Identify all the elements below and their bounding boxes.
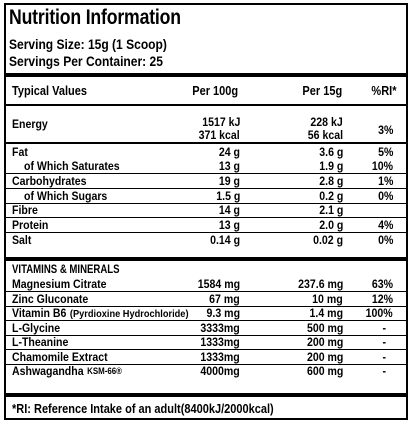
vitamins-heading: VITAMINS & MINERALS [12,262,120,276]
vitamin-name: Ashwagandha KSM-66® [12,364,122,378]
vitamin-name: Vitamin B6 (Pyrdioxine Hydrochloride) [12,306,189,321]
nutrient-per-100g: 19 g [218,174,240,188]
vitamin-row-rule [4,335,408,336]
nutrient-per-15g: 3.6 g [318,145,343,159]
vitamin-name: L-Theanine [12,335,68,349]
nutrient-per-100g: 1.5 g [215,189,240,203]
vitamin-ri: - [382,350,386,364]
nutrition-panel [4,3,408,420]
energy-kj-per-15g: 228 kJ [310,115,343,129]
header-bottom-rule [4,104,408,106]
vitamin-per-15g: 237.6 mg [297,277,343,291]
vitamin-name: Magnesium Citrate [12,277,106,291]
vitamin-ri: 100% [365,306,393,320]
energy-kcal-per-100g: 371 kcal [198,128,240,142]
nutrient-name: Salt [12,233,32,247]
energy-ri: 3% [377,123,393,137]
vitamin-name-extra: (Pyrdioxine Hydrochloride) [69,308,189,320]
nutrient-row-rule [4,173,408,174]
vitamin-per-15g: 600 mg [306,364,343,378]
footnote-rule [4,393,408,397]
vitamin-per-15g: 200 mg [306,350,343,364]
header-typical-values: Typical Values [12,84,88,98]
vitamin-ri: 12% [371,292,393,306]
nutrient-ri: 5% [377,145,393,159]
vitamin-name-extra: KSM-66® [87,366,122,376]
footnote: *RI: Reference Intake of an adult(8400kJ… [12,402,274,416]
vitamin-row-rule [4,291,408,292]
vitamin-name-main: Chamomile Extract [12,350,108,364]
vitamins-rule [4,257,408,261]
vitamin-name: L-Glycine [12,321,60,335]
nutrient-per-15g: 2.8 g [318,174,343,188]
nutrient-ri: 0% [377,189,393,203]
vitamin-per-100g: 67 mg [209,292,240,306]
nutrient-per-15g: 1.9 g [318,159,343,173]
serving-size: Serving Size: 15g (1 Scoop) [9,36,167,52]
vitamin-per-100g: 1333mg [200,350,240,364]
nutrient-per-15g: 2.1 g [318,203,343,217]
nutrient-row-rule [4,203,408,204]
nutrient-per-15g: 0.02 g [313,233,343,247]
vitamin-per-15g: 1.4 mg [309,306,343,320]
vitamin-per-15g: 10 mg [312,292,343,306]
vitamin-name-main: Zinc Gluconate [12,292,89,306]
energy-kcal-per-15g: 56 kcal [307,128,343,142]
vitamin-ri: - [382,321,386,335]
nutrient-per-100g: 13 g [218,218,240,232]
vitamin-name-main: L-Theanine [12,335,69,349]
nutrient-name: of Which Sugars [24,189,108,203]
nutrient-per-100g: 24 g [218,145,240,159]
vitamin-name: Zinc Gluconate [12,292,88,306]
vitamin-per-100g: 9.3 mg [206,306,240,320]
servings-per-container: Servings Per Container: 25 [9,53,163,69]
nutrient-per-100g: 0.14 g [210,233,240,247]
energy-kj-per-100g: 1517 kJ [201,115,240,129]
nutrient-per-15g: 0.2 g [318,189,343,203]
header-ri: %RI* [370,84,396,98]
vitamin-row-rule [4,320,408,321]
nutrient-per-15g: 2.0 g [318,218,343,232]
vitamin-name: Chamomile Extract [12,350,108,364]
nutrient-per-100g: 14 g [218,203,240,217]
nutrient-row-rule [4,232,408,233]
header-rule [4,73,408,77]
vitamin-row-rule [4,306,408,307]
nutrient-row-rule [4,217,408,218]
header-per-100g: Per 100g [192,84,238,98]
nutrient-ri: 4% [377,218,393,232]
nutrient-name: Fat [12,145,28,159]
vitamin-ri: - [382,335,386,349]
panel-title: Nutrition Information [9,6,181,29]
vitamin-per-15g: 500 mg [306,321,343,335]
vitamin-per-100g: 4000mg [200,364,240,378]
nutrient-name: Protein [12,218,49,232]
header-per-15g: Per 15g [302,84,342,98]
vitamin-per-100g: 3333mg [200,321,240,335]
nutrient-ri: 10% [371,159,393,173]
vitamin-per-100g: 1333mg [200,335,240,349]
vitamin-name-main: Magnesium Citrate [12,277,107,291]
nutrient-name: Carbohydrates [12,174,87,188]
nutrient-ri: 0% [377,233,393,247]
vitamin-ri: 63% [371,277,393,291]
vitamin-row-rule [4,364,408,365]
nutrient-name: Fibre [12,203,38,217]
vitamin-ri: - [382,364,386,378]
nutrient-row-rule [4,188,408,189]
vitamin-row-rule [4,349,408,350]
energy-label: Energy [12,117,48,131]
nutrient-per-100g: 13 g [218,159,240,173]
vitamin-per-15g: 200 mg [306,335,343,349]
vitamin-name-main: Ashwagandha [12,364,84,378]
nutrient-ri: 1% [377,174,393,188]
vitamin-name-main: L-Glycine [12,321,61,335]
energy-bottom-rule [4,142,408,144]
nutrient-name: of Which Saturates [24,159,120,173]
vitamin-name-main: Vitamin B6 [12,306,67,320]
vitamin-per-100g: 1584 mg [197,277,240,291]
